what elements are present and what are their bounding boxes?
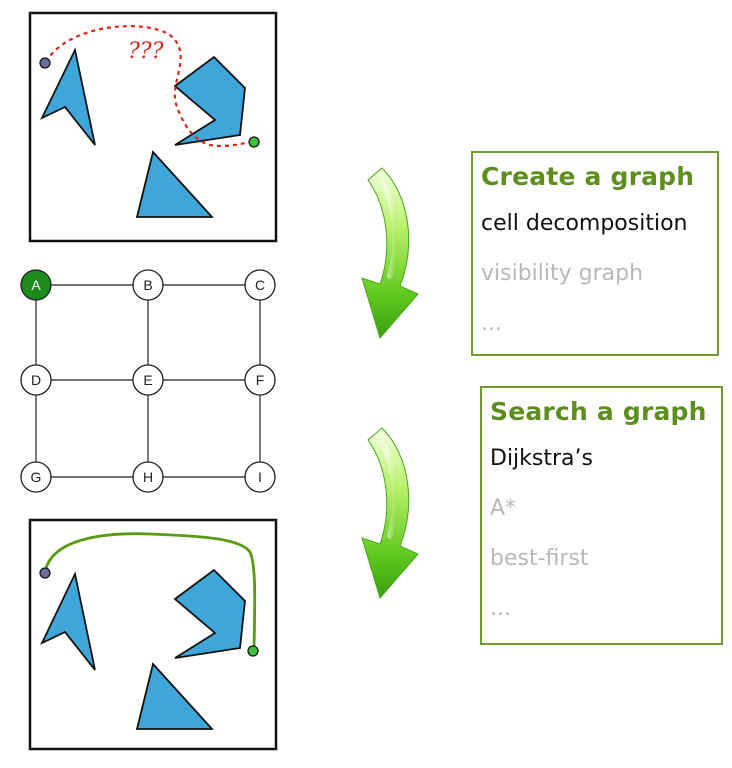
start-dot xyxy=(39,567,51,579)
graph-node-g xyxy=(20,461,52,493)
graph-node-i xyxy=(244,461,276,493)
grid-graph: A B C D E F G H I xyxy=(20,269,276,493)
create-graph-panel: Create a graph cell decomposition visibi… xyxy=(471,151,719,356)
method-visibility-graph: visibility graph xyxy=(481,261,644,286)
search-graph-panel: Search a graph Dijkstra’s A* best-first … xyxy=(480,386,723,645)
algorithm-more: ... xyxy=(490,596,511,621)
graph-node-c xyxy=(244,269,276,301)
solution-environment-panel xyxy=(28,518,278,751)
problem-environment-panel: ??? xyxy=(28,11,278,243)
graph-node-label: B xyxy=(143,277,152,293)
goal-dot xyxy=(247,645,259,657)
graph-node-label: G xyxy=(31,469,42,485)
graph-node-label: D xyxy=(31,372,41,388)
graph-node-label: E xyxy=(143,372,152,388)
unknown-path-dashed xyxy=(45,25,253,148)
graph-node-b xyxy=(132,269,164,301)
obstacle-triangle xyxy=(135,662,215,730)
obstacle-boomerang xyxy=(173,55,246,146)
obstacle-triangle xyxy=(135,150,215,218)
obstacle-chevron xyxy=(40,571,96,671)
graph-node-a xyxy=(20,269,52,301)
method-cell-decomposition: cell decomposition xyxy=(481,211,688,236)
algorithm-dijkstra: Dijkstra’s xyxy=(490,446,593,471)
create-graph-title: Create a graph xyxy=(481,162,695,191)
graph-node-label: F xyxy=(256,372,265,388)
obstacle-boomerang xyxy=(173,568,246,659)
algorithm-best-first: best-first xyxy=(490,546,589,571)
graph-node-label: H xyxy=(143,469,153,485)
graph-node-h xyxy=(132,461,164,493)
graph-node-f xyxy=(244,364,276,396)
algorithm-a-star: A* xyxy=(490,496,517,521)
curved-arrow-icon xyxy=(361,427,419,600)
graph-node-e xyxy=(132,364,164,396)
method-more: ... xyxy=(481,311,502,336)
graph-node-label: C xyxy=(255,277,265,293)
start-dot xyxy=(39,57,51,69)
solution-path xyxy=(43,532,257,651)
obstacle-chevron xyxy=(40,47,96,146)
search-graph-title: Search a graph xyxy=(490,397,707,426)
curved-arrow-icon xyxy=(361,167,419,340)
graph-node-d xyxy=(20,364,52,396)
graph-node-label: A xyxy=(31,277,41,293)
goal-dot xyxy=(248,136,260,148)
graph-node-label: I xyxy=(258,469,262,485)
question-marks: ??? xyxy=(128,39,164,64)
